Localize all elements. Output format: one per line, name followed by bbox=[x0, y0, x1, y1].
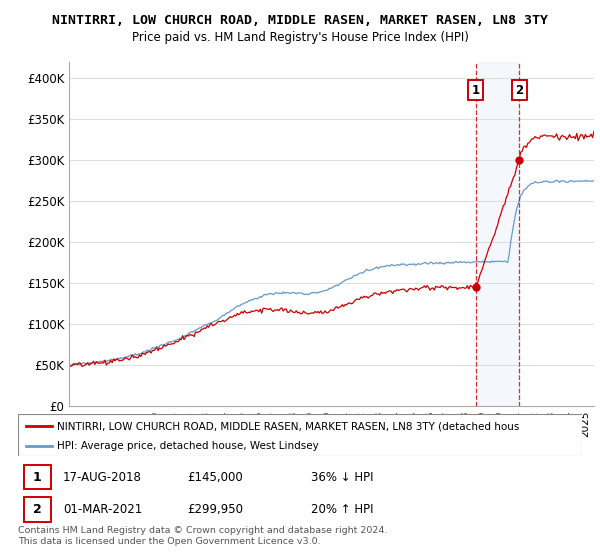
Text: Price paid vs. HM Land Registry's House Price Index (HPI): Price paid vs. HM Land Registry's House … bbox=[131, 31, 469, 44]
Text: Contains HM Land Registry data © Crown copyright and database right 2024.
This d: Contains HM Land Registry data © Crown c… bbox=[18, 526, 388, 546]
Bar bbox=[476, 62, 520, 406]
Text: HPI: Average price, detached house, West Lindsey: HPI: Average price, detached house, West… bbox=[58, 441, 319, 451]
Text: 2: 2 bbox=[33, 503, 41, 516]
FancyBboxPatch shape bbox=[23, 497, 51, 522]
Text: 1: 1 bbox=[33, 471, 41, 484]
FancyBboxPatch shape bbox=[18, 414, 582, 456]
Text: £299,950: £299,950 bbox=[187, 503, 243, 516]
Text: 01-MAR-2021: 01-MAR-2021 bbox=[63, 503, 142, 516]
Text: 2: 2 bbox=[515, 84, 523, 97]
Text: NINTIRRI, LOW CHURCH ROAD, MIDDLE RASEN, MARKET RASEN, LN8 3TY (detached hous: NINTIRRI, LOW CHURCH ROAD, MIDDLE RASEN,… bbox=[58, 421, 520, 431]
Text: £145,000: £145,000 bbox=[187, 471, 243, 484]
Text: 36% ↓ HPI: 36% ↓ HPI bbox=[311, 471, 374, 484]
Text: 20% ↑ HPI: 20% ↑ HPI bbox=[311, 503, 374, 516]
Text: 17-AUG-2018: 17-AUG-2018 bbox=[63, 471, 142, 484]
Text: 1: 1 bbox=[472, 84, 480, 97]
Text: NINTIRRI, LOW CHURCH ROAD, MIDDLE RASEN, MARKET RASEN, LN8 3TY: NINTIRRI, LOW CHURCH ROAD, MIDDLE RASEN,… bbox=[52, 14, 548, 27]
FancyBboxPatch shape bbox=[23, 465, 51, 489]
